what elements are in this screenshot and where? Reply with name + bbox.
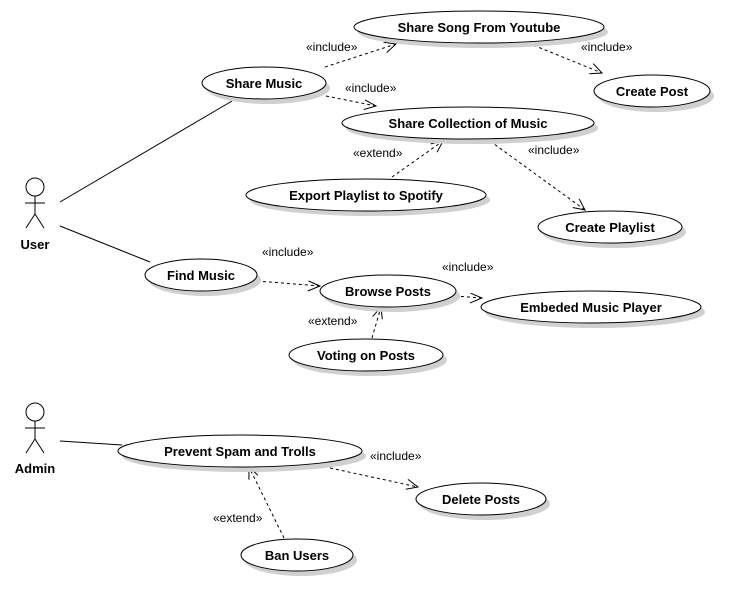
use-case-label: Browse Posts	[345, 284, 431, 299]
use-case-share-collection[interactable]: Share Collection of Music	[341, 106, 598, 144]
use-case-label: Find Music	[167, 268, 235, 283]
include-label: «include»	[306, 40, 358, 54]
dependency-line	[371, 306, 382, 339]
use-case-label: Ban Users	[265, 548, 329, 563]
use-case-label: Embeded Music Player	[520, 300, 662, 315]
use-case-share-song-youtube[interactable]: Share Song From Youtube	[353, 10, 608, 48]
dependency-line	[325, 95, 377, 107]
actor-head	[25, 177, 45, 197]
use-case-browse-posts[interactable]: Browse Posts	[319, 274, 460, 312]
dependency-browse-player[interactable]	[454, 292, 484, 304]
actor-head	[25, 402, 45, 422]
use-case-ellipse	[593, 74, 711, 108]
use-case-embeded-player[interactable]: Embeded Music Player	[480, 290, 705, 328]
use-case-prevent-spam[interactable]: Prevent Spam and Trolls	[117, 434, 366, 472]
use-case-label: Prevent Spam and Trolls	[164, 444, 316, 459]
arrowhead	[363, 99, 378, 110]
use-case-ellipse	[117, 434, 363, 468]
use-case-ellipse	[480, 290, 702, 324]
use-case-ellipse	[537, 210, 683, 244]
use-case-label: Share Music	[226, 76, 303, 91]
use-case-label: Export Playlist to Spotify	[289, 188, 444, 203]
use-case-ellipse	[341, 106, 595, 140]
use-case-label: Create Post	[616, 84, 689, 99]
actor-user-label: User	[21, 237, 50, 252]
dependency-line	[324, 43, 397, 68]
use-case-label: Voting on Posts	[317, 348, 415, 363]
use-case-label: Create Playlist	[565, 220, 655, 235]
dependency-find-browse[interactable]	[256, 280, 322, 292]
use-case-find-music[interactable]: Find Music	[144, 258, 261, 296]
dependency-line	[256, 280, 321, 287]
extend-label: «extend»	[308, 314, 358, 328]
use-case-delete-posts[interactable]: Delete Posts	[415, 482, 550, 520]
dependency-youtube-create-post[interactable]	[527, 42, 604, 75]
use-case-ellipse	[288, 338, 444, 372]
use-case-voting-posts[interactable]: Voting on Posts	[288, 338, 447, 376]
dependency-line	[454, 295, 483, 299]
use-case-share-music[interactable]: Share Music	[201, 66, 330, 104]
extend-label: «extend»	[213, 511, 263, 525]
dependency-share-music-collection[interactable]	[325, 95, 378, 110]
include-label: «include»	[442, 260, 494, 274]
dependency-line	[489, 140, 586, 211]
actor-left-leg	[25, 438, 36, 454]
include-label: «include»	[262, 245, 314, 259]
dependency-spam-delete[interactable]	[329, 467, 420, 490]
arrowhead	[589, 63, 604, 75]
use-case-ellipse	[415, 482, 547, 516]
arrowhead	[383, 41, 398, 53]
dependency-share-music-youtube[interactable]	[324, 41, 398, 68]
actor-user[interactable]: User	[21, 177, 50, 252]
arrowhead	[469, 292, 484, 304]
use-case-label: Delete Posts	[442, 492, 520, 507]
extend-label: «extend»	[353, 146, 403, 160]
association-user-find-music[interactable]	[59, 225, 151, 263]
use-case-ellipse	[353, 10, 605, 44]
actor-admin-label: Admin	[15, 461, 56, 476]
use-case-export-playlist[interactable]: Export Playlist to Spotify	[245, 178, 490, 216]
dependency-ban-spam[interactable]	[248, 465, 285, 539]
dependency-line	[527, 42, 603, 74]
arrowhead	[307, 280, 322, 292]
actor-right-leg	[34, 213, 45, 229]
include-label: «include»	[528, 143, 580, 157]
dependency-line	[391, 140, 444, 178]
use-case-ellipse	[319, 274, 457, 308]
use-case-ellipse	[144, 258, 258, 292]
use-case-ellipse	[245, 178, 487, 212]
use-case-ellipse	[240, 538, 354, 572]
use-case-label: Share Collection of Music	[389, 116, 548, 131]
association-admin-prevent-spam[interactable]	[59, 440, 123, 446]
use-case-label: Share Song From Youtube	[398, 20, 561, 35]
use-case-create-playlist[interactable]: Create Playlist	[537, 210, 686, 248]
actor-left-leg	[25, 213, 36, 229]
actor-admin[interactable]: Admin	[15, 402, 56, 476]
arrowhead	[572, 198, 586, 211]
use-case-ban-users[interactable]: Ban Users	[240, 538, 357, 576]
include-label: «include»	[370, 449, 422, 463]
use-case-create-post[interactable]: Create Post	[593, 74, 714, 112]
dependency-line	[248, 466, 285, 539]
dependency-line	[329, 467, 419, 488]
include-label: «include»	[345, 81, 397, 95]
association-user-share-music[interactable]	[59, 100, 233, 203]
use-case-ellipse	[201, 66, 327, 100]
include-label: «include»	[581, 40, 633, 54]
arrowhead	[405, 479, 420, 490]
dependency-collection-playlist[interactable]	[489, 140, 586, 211]
actor-right-leg	[34, 438, 45, 454]
